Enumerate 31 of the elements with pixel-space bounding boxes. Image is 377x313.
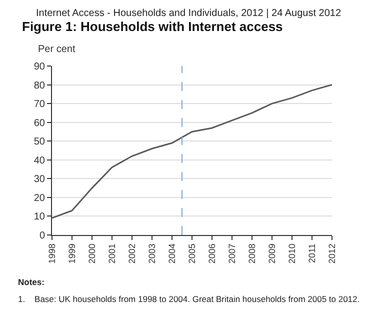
x-tick-label: 2009: [266, 244, 277, 264]
x-tick-label: 2010: [286, 244, 297, 264]
y-tick-label: 30: [34, 174, 46, 186]
text: Notes:: [18, 277, 45, 287]
x-tick-label: 2002: [126, 244, 137, 264]
y-tick-label: 50: [34, 136, 46, 148]
y-tick-label: 0: [39, 230, 46, 242]
x-tick-label: 1998: [46, 244, 57, 264]
y-tick-label: 90: [34, 62, 46, 72]
x-tick-label: 2007: [226, 244, 237, 264]
text: 1. Base: UK households from 1998 to 2004. Great Britain households from 2005 to 2012.: [18, 294, 360, 304]
text: Internet Access - Households and Individuals, 2012 | 24 August 2012: [36, 8, 342, 19]
x-tick-label: 2008: [246, 244, 257, 264]
y-tick-label: 80: [34, 80, 46, 92]
y-tick-label: 20: [34, 192, 46, 204]
x-tick-label: 2006: [206, 244, 217, 264]
y-tick-label: 10: [34, 212, 46, 223]
y-tick-label: 40: [34, 155, 46, 166]
line-series: [52, 84, 332, 219]
x-tick-label: 2005: [186, 244, 197, 264]
y-tick-label: 60: [34, 118, 46, 129]
x-tick-label: 2012: [326, 244, 337, 264]
y-tick-label: 70: [34, 99, 46, 110]
x-tick-label: 2001: [106, 244, 117, 264]
x-tick-label: 2000: [86, 244, 97, 264]
y-axis-title: Per cent: [38, 44, 76, 55]
x-tick-label: 2003: [146, 244, 157, 264]
x-tick-label: 2004: [166, 244, 177, 264]
chart-title: Figure 1: Households with Internet access: [22, 19, 283, 34]
x-tick-label: 1999: [66, 244, 77, 264]
x-tick-label: 2011: [306, 244, 317, 263]
